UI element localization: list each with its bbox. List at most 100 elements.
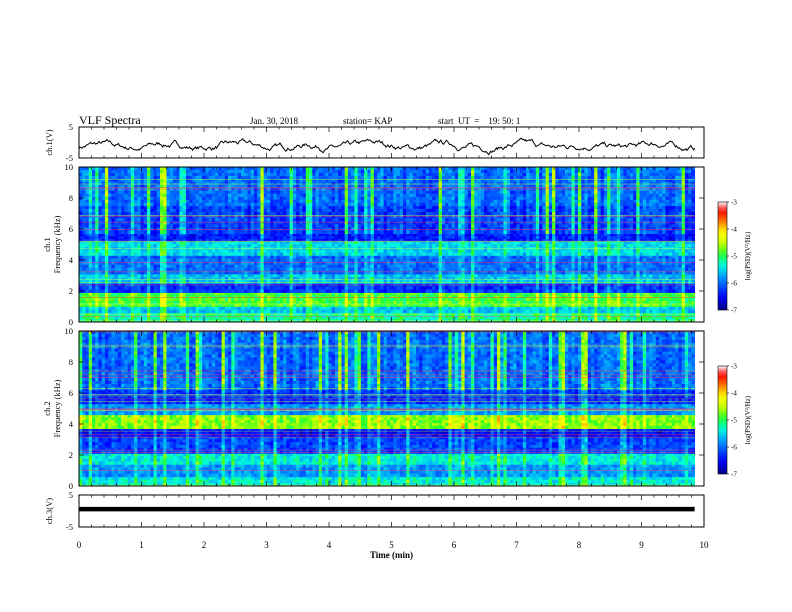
spectrogram-cell — [277, 277, 281, 281]
spectrogram-cell — [516, 265, 520, 269]
spectrogram-cell — [682, 307, 686, 311]
spectrogram-cell — [397, 293, 401, 296]
spectrogram-cell — [367, 250, 371, 253]
spectrogram-cell — [636, 277, 640, 281]
spectrogram-cell — [85, 293, 89, 296]
spectrogram-cell — [319, 313, 323, 317]
spectrogram-cell — [124, 295, 128, 298]
spectrogram-cell — [105, 289, 109, 293]
spectrogram-cell — [332, 286, 336, 290]
spectrogram-cell — [92, 277, 96, 281]
spectrogram-cell — [105, 255, 109, 259]
spectrogram-cell — [478, 258, 482, 262]
spectrogram-cell — [604, 286, 608, 290]
spectrogram-cell — [267, 262, 271, 266]
spectrogram-cell — [640, 262, 644, 266]
spectrogram-cell — [568, 313, 572, 317]
spectrogram-cell — [183, 310, 187, 314]
spectrogram-cell — [503, 295, 507, 298]
spectrogram-cell — [678, 277, 682, 281]
spectrogram-cell — [393, 293, 397, 296]
spectrogram-cell — [617, 255, 621, 259]
spectrogram-cell — [627, 271, 631, 275]
spectrogram-cell — [465, 289, 469, 293]
spectrogram-cell — [594, 295, 598, 298]
spectrogram-cell — [562, 293, 566, 296]
spectrogram-cell — [419, 307, 423, 311]
spectrogram-cell — [542, 258, 546, 262]
spectrogram-cell — [374, 265, 378, 269]
spectrogram-cell — [102, 293, 106, 296]
spectrogram-cell — [539, 258, 543, 262]
spectrogram-cell — [662, 310, 666, 314]
spectrogram-cell — [636, 241, 640, 244]
spectrogram-cell — [384, 265, 388, 269]
spectrogram-cell — [397, 298, 401, 301]
spectrogram-cell — [643, 258, 647, 262]
spectrogram-cell — [620, 274, 624, 278]
spectrogram-cell — [653, 277, 657, 281]
spectrogram-cell — [536, 241, 540, 244]
spectrogram-cell — [364, 293, 368, 296]
spectrogram-cell — [348, 277, 352, 281]
spectrogram-cell — [319, 286, 323, 290]
spectrogram-cell — [491, 258, 495, 262]
spectrogram-cell — [82, 271, 86, 275]
spectrogram-cell — [231, 277, 235, 281]
spectrogram-cell — [691, 268, 695, 272]
spectrogram-cell — [89, 280, 93, 284]
spectrogram-cell — [526, 265, 530, 269]
spectrogram-cell — [478, 255, 482, 259]
spectrogram-cell — [575, 313, 579, 317]
spectrogram-cell — [170, 277, 174, 281]
spectrogram-cell — [497, 258, 501, 262]
spectrogram-cell — [183, 258, 187, 262]
spectrogram-cell — [526, 310, 530, 314]
spectrogram-cell — [231, 310, 235, 314]
spectrogram-cell — [358, 250, 362, 253]
spectrogram-cell — [516, 268, 520, 272]
spectrogram-cell — [400, 289, 404, 293]
spectrogram-cell — [578, 268, 582, 272]
spectrogram-cell — [312, 310, 316, 314]
spectrogram-cell — [523, 268, 527, 272]
spectrogram-cell — [345, 307, 349, 311]
spectrogram-cell — [241, 277, 245, 281]
spectrogram-cell — [601, 295, 605, 298]
spectrogram-cell — [128, 289, 132, 293]
spectrogram-cell — [196, 265, 200, 269]
spectrogram-cell — [471, 289, 475, 293]
spectrogram-cell — [384, 250, 388, 253]
spectrogram-cell — [419, 244, 423, 247]
spectrogram-cell — [293, 255, 297, 259]
spectrogram-cell — [196, 295, 200, 298]
spectrogram-cell — [254, 268, 258, 272]
spectrogram-cell — [432, 274, 436, 278]
spectrogram-cell — [581, 280, 585, 284]
spectrogram-cell — [218, 298, 222, 301]
spectrogram-cell — [581, 274, 585, 278]
spectrogram-cell — [212, 280, 216, 284]
spectrogram-cell — [409, 289, 413, 293]
spectrogram-cell — [121, 298, 125, 301]
spectrogram-cell — [137, 268, 141, 272]
spectrogram-cell — [691, 293, 695, 296]
spectrogram-cell — [273, 250, 277, 253]
spectrogram-cell — [578, 262, 582, 266]
spectrogram-cell — [354, 244, 358, 247]
spectrogram-cell — [406, 307, 410, 311]
spectrogram-cell — [124, 280, 128, 284]
spectrogram-cell — [241, 310, 245, 314]
spectrogram-cell — [345, 280, 349, 284]
spectrogram-cell — [461, 262, 465, 266]
spectrogram-cell — [640, 313, 644, 317]
spectrogram-cell — [186, 277, 190, 281]
spectrogram-cell — [513, 286, 517, 290]
spectrogram-cell — [154, 286, 158, 290]
spectrogram-cell — [212, 271, 216, 275]
spectrogram-cell — [656, 307, 660, 311]
spectrogram-cell — [111, 298, 115, 301]
spectrogram-cell — [380, 262, 384, 266]
spectrogram-cell — [520, 313, 524, 317]
spectrogram-cell — [607, 255, 611, 259]
